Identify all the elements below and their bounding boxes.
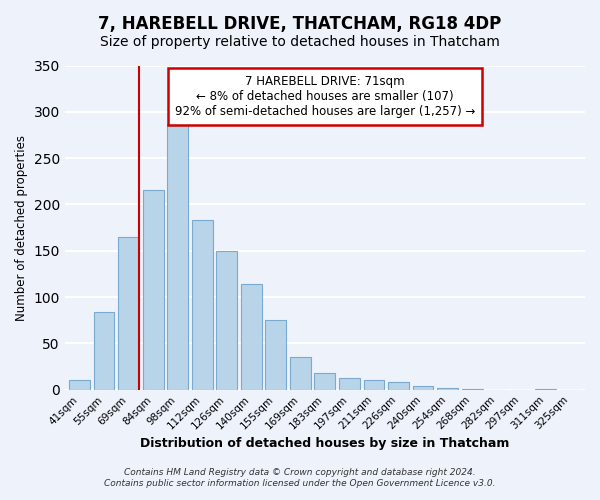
Bar xyxy=(437,388,458,390)
Bar xyxy=(364,380,385,390)
Bar xyxy=(265,320,286,390)
Text: Size of property relative to detached houses in Thatcham: Size of property relative to detached ho… xyxy=(100,35,500,49)
Bar xyxy=(413,386,433,390)
Bar xyxy=(167,124,188,390)
Text: 7, HAREBELL DRIVE, THATCHAM, RG18 4DP: 7, HAREBELL DRIVE, THATCHAM, RG18 4DP xyxy=(98,15,502,33)
Bar xyxy=(339,378,360,390)
Bar xyxy=(314,373,335,390)
Text: 7 HAREBELL DRIVE: 71sqm
← 8% of detached houses are smaller (107)
92% of semi-de: 7 HAREBELL DRIVE: 71sqm ← 8% of detached… xyxy=(175,75,475,118)
Bar xyxy=(290,358,311,390)
Bar xyxy=(94,312,115,390)
Bar xyxy=(192,220,212,390)
Bar xyxy=(217,251,237,390)
Y-axis label: Number of detached properties: Number of detached properties xyxy=(15,134,28,320)
Bar xyxy=(143,190,164,390)
Text: Contains HM Land Registry data © Crown copyright and database right 2024.
Contai: Contains HM Land Registry data © Crown c… xyxy=(104,468,496,487)
Bar xyxy=(69,380,90,390)
Bar xyxy=(535,389,556,390)
Bar xyxy=(241,284,262,390)
Bar xyxy=(118,237,139,390)
X-axis label: Distribution of detached houses by size in Thatcham: Distribution of detached houses by size … xyxy=(140,437,509,450)
Bar xyxy=(461,389,482,390)
Bar xyxy=(388,382,409,390)
